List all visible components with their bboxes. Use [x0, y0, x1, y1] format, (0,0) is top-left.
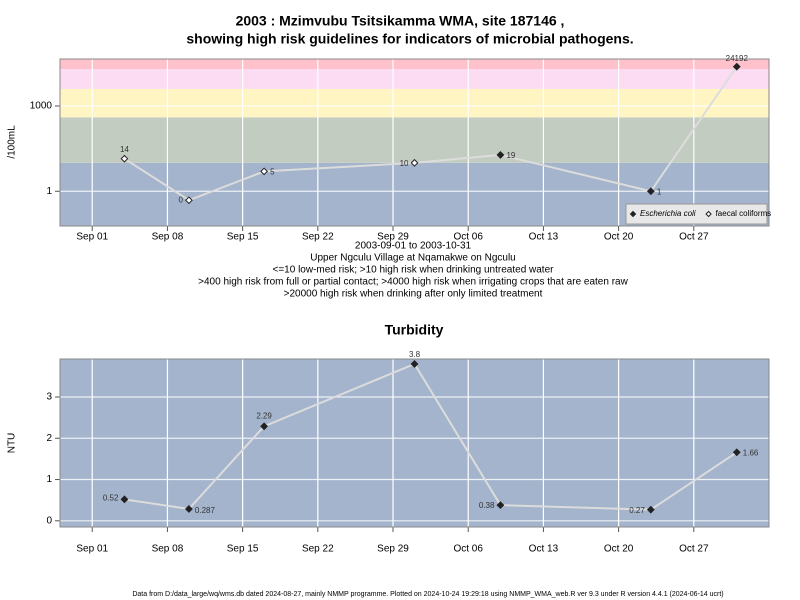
x-tick-label: Sep 22	[302, 232, 334, 243]
legend-marker	[705, 210, 712, 218]
x-tick-label: Sep 15	[227, 544, 259, 555]
y-axis-label: /100mL	[7, 125, 18, 159]
x-tick-label: Sep 08	[152, 544, 184, 555]
plot-panel: Sep 01 Sep 08 Sep 15 Sep 22 Sep 29 Oct 06 Oct …	[46, 350, 770, 555]
x-tick-label: Oct 27	[679, 232, 709, 243]
footer: Data from D:/data_large/wq/wms.db dated …	[132, 591, 723, 598]
data-label: 24192	[726, 54, 749, 63]
data-label: 0.38	[479, 501, 495, 510]
x-tick-label: Sep 15	[227, 232, 259, 243]
data-point	[410, 158, 419, 167]
data-point	[410, 360, 419, 368]
plot-background	[60, 359, 769, 527]
legend-label: Escherichia coli	[640, 209, 696, 218]
x-tick-label: Oct 27	[679, 544, 709, 555]
legend-marker	[629, 210, 637, 218]
note: >20000 high risk when drinking after onl…	[284, 289, 543, 300]
data-label: 1.66	[743, 448, 759, 457]
x-tick-label: Sep 29	[377, 544, 409, 555]
data-point	[260, 167, 269, 176]
legend-box	[625, 203, 768, 225]
y-tick-label: 3	[46, 392, 52, 403]
x-tick-label: Sep 01	[76, 232, 108, 243]
data-label: 0.52	[103, 493, 119, 502]
data-point	[260, 422, 269, 431]
x-tick-label: Oct 06	[453, 544, 483, 555]
x-tick-label: Oct 20	[604, 544, 634, 555]
y-tick-label: 0	[46, 515, 52, 526]
data-point	[732, 448, 741, 457]
plot-frame	[59, 58, 770, 227]
data-label: 10	[400, 159, 409, 168]
y-axis-label: NTU	[7, 433, 18, 454]
data-point	[185, 505, 193, 513]
x-tick-label: Sep 08	[152, 232, 184, 243]
data-point	[646, 505, 655, 514]
y-tick-label: 1000	[30, 101, 53, 112]
data-label: 0	[178, 195, 183, 204]
data-point	[120, 154, 129, 163]
chart-subtitle: showing high risk guidelines for indicat…	[186, 31, 633, 47]
risk-band	[60, 117, 769, 163]
data-point	[496, 501, 505, 510]
risk-band	[60, 69, 769, 89]
data-point	[120, 495, 129, 504]
note: >400 high risk from full or partial cont…	[198, 277, 628, 288]
data-label: 19	[506, 151, 515, 160]
data-point	[496, 151, 505, 159]
chart-title: 2003 : Mzimvubu Tsitsikamma WMA, site 18…	[236, 13, 565, 29]
x-tick-label: Sep 22	[302, 544, 334, 555]
note: 2003-09-01 to 2003-10-31	[355, 241, 472, 252]
x-tick-label: Oct 20	[604, 232, 634, 243]
x-tick-label: Oct 13	[529, 232, 559, 243]
data-point	[185, 196, 193, 205]
x-tick-label: Oct 06	[453, 232, 483, 243]
data-label: 0.27	[629, 506, 645, 515]
x-tick-label: Sep 01	[76, 544, 108, 555]
data-label: 5	[270, 168, 275, 177]
plot-frame	[59, 358, 770, 528]
data-label: 2.29	[256, 411, 272, 420]
data-point	[646, 187, 655, 196]
y-tick-label: 1	[46, 474, 52, 485]
y-tick-label: 2	[46, 433, 52, 444]
data-label: 3.8	[409, 350, 421, 359]
risk-band	[60, 88, 769, 118]
y-tick-label: 1	[46, 186, 52, 197]
data-label: 14	[120, 145, 129, 154]
risk-band	[60, 59, 769, 70]
data-point	[732, 62, 741, 71]
legend-label: faecal coliforms	[716, 209, 772, 218]
data-label: 0.287	[195, 506, 216, 515]
chart-title: Turbidity	[385, 322, 444, 338]
data-label: 1	[657, 187, 662, 196]
x-tick-label: Oct 13	[529, 544, 559, 555]
plot-panel: Sep 01 Sep 08 Sep 15 Sep 22 Sep 29 Oct 06 Oct …	[30, 54, 771, 243]
note: <=10 low-med risk; >10 high risk when dr…	[273, 265, 555, 276]
note: Upper Ngculu Village at Nqamakwe on Ngcu…	[310, 253, 515, 264]
x-tick-label: Sep 29	[377, 232, 409, 243]
